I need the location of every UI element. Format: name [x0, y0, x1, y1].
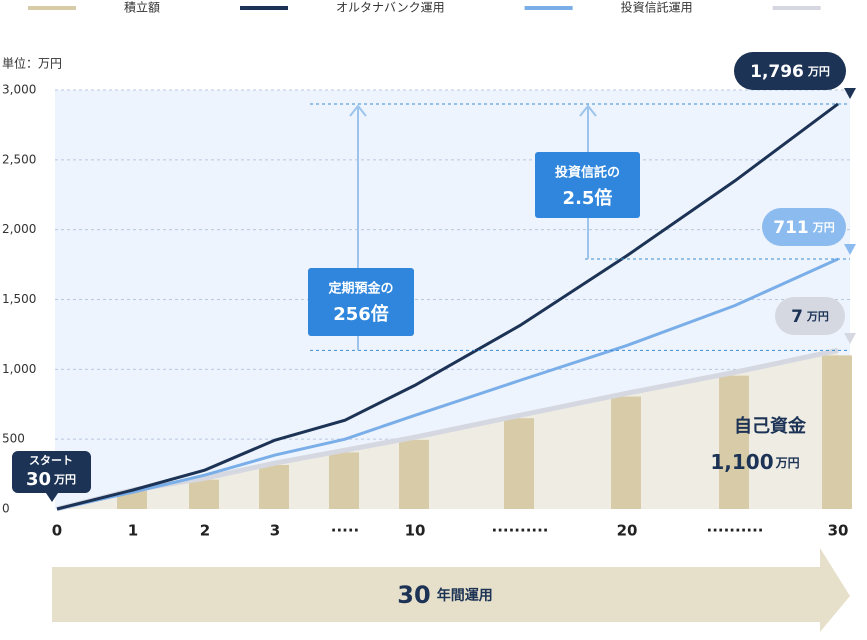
callout-tip: [844, 88, 856, 99]
period-text: 30 年間運用: [397, 581, 492, 609]
start-label: スタート: [29, 454, 73, 467]
y-tick-label: 1,500: [2, 292, 36, 306]
y-tick-label: 1,000: [2, 362, 36, 376]
bar: [329, 452, 359, 509]
x-tick-label: 3: [270, 522, 280, 540]
y-tick-label: 0: [2, 502, 10, 516]
ratio-label: 定期預金の: [327, 281, 393, 297]
bar: [189, 479, 219, 509]
bar: [611, 396, 641, 509]
bar: [719, 375, 749, 509]
period-label: 年間運用: [437, 587, 493, 604]
x-tick-label: 1: [128, 522, 138, 540]
callout-text: 7 万円: [791, 307, 829, 327]
callout-box: [762, 208, 846, 246]
callout-box: [734, 52, 846, 90]
unit-label: 単位：万円: [2, 56, 62, 71]
callout: 711 万円: [762, 208, 856, 255]
callout: 7 万円: [775, 297, 856, 344]
period-arrow: [52, 548, 850, 632]
callout-value: 711: [773, 218, 809, 238]
start-tip: [46, 493, 58, 502]
own-funds-label: 自己資金: [734, 415, 807, 437]
start-box: [12, 451, 91, 493]
y-tick-label: 2,000: [2, 222, 36, 236]
ratio-value: 256倍: [333, 303, 389, 325]
bar: [504, 418, 534, 509]
callout-value: 1,796: [750, 62, 804, 82]
own-funds-unit: 万円: [775, 456, 800, 470]
bar: [399, 439, 429, 509]
legend-label: 投資信託運用: [621, 0, 693, 15]
callout-unit: 万円: [812, 221, 835, 234]
arrow-head: [579, 104, 597, 117]
callout-box: [775, 297, 845, 335]
x-tick-label: 30: [828, 522, 849, 540]
y-tick-label: 2,500: [2, 152, 36, 166]
callout-value: 7: [791, 307, 803, 327]
callout-unit: 万円: [806, 310, 829, 323]
own-funds-value: 1,100: [710, 450, 773, 474]
start-value: 30: [26, 469, 51, 490]
y-tick-label: 500: [2, 432, 25, 446]
callout-text: 711 万円: [773, 218, 835, 238]
period-value: 30: [397, 581, 430, 609]
callout-unit: 万円: [807, 65, 830, 78]
ratio-label: 投資信託の: [555, 165, 620, 181]
x-tick-label: 0: [52, 522, 62, 540]
legend-label: オルタナバンク運用: [336, 1, 445, 15]
ratio-box: [308, 268, 414, 336]
y-tick-label: 3,000: [2, 83, 36, 97]
ratio-box: [535, 152, 640, 218]
x-tick-label: 2: [200, 522, 210, 540]
callout-text: 1,796 万円: [750, 62, 830, 82]
callout-tip: [844, 333, 856, 344]
series-line: [56, 102, 839, 511]
arrow-head: [349, 104, 367, 117]
callout-tip: [844, 244, 856, 255]
ratio-value: 2.5倍: [563, 187, 613, 209]
start-text: 30 万円: [26, 469, 76, 490]
x-tick-label: ·····: [331, 522, 360, 540]
callout: 1,796 万円: [734, 52, 856, 99]
own-funds-text: 1,100 万円: [710, 450, 799, 474]
x-tick-label: ··········: [707, 522, 764, 540]
bar: [822, 355, 852, 509]
x-tick-label: 20: [617, 522, 638, 540]
x-tick-label: 10: [405, 522, 426, 540]
x-tick-label: ··········: [492, 522, 549, 540]
series-line: [56, 257, 839, 511]
start-unit: 万円: [53, 473, 76, 486]
bar: [259, 465, 289, 509]
legend-label: 積立額: [124, 0, 160, 15]
